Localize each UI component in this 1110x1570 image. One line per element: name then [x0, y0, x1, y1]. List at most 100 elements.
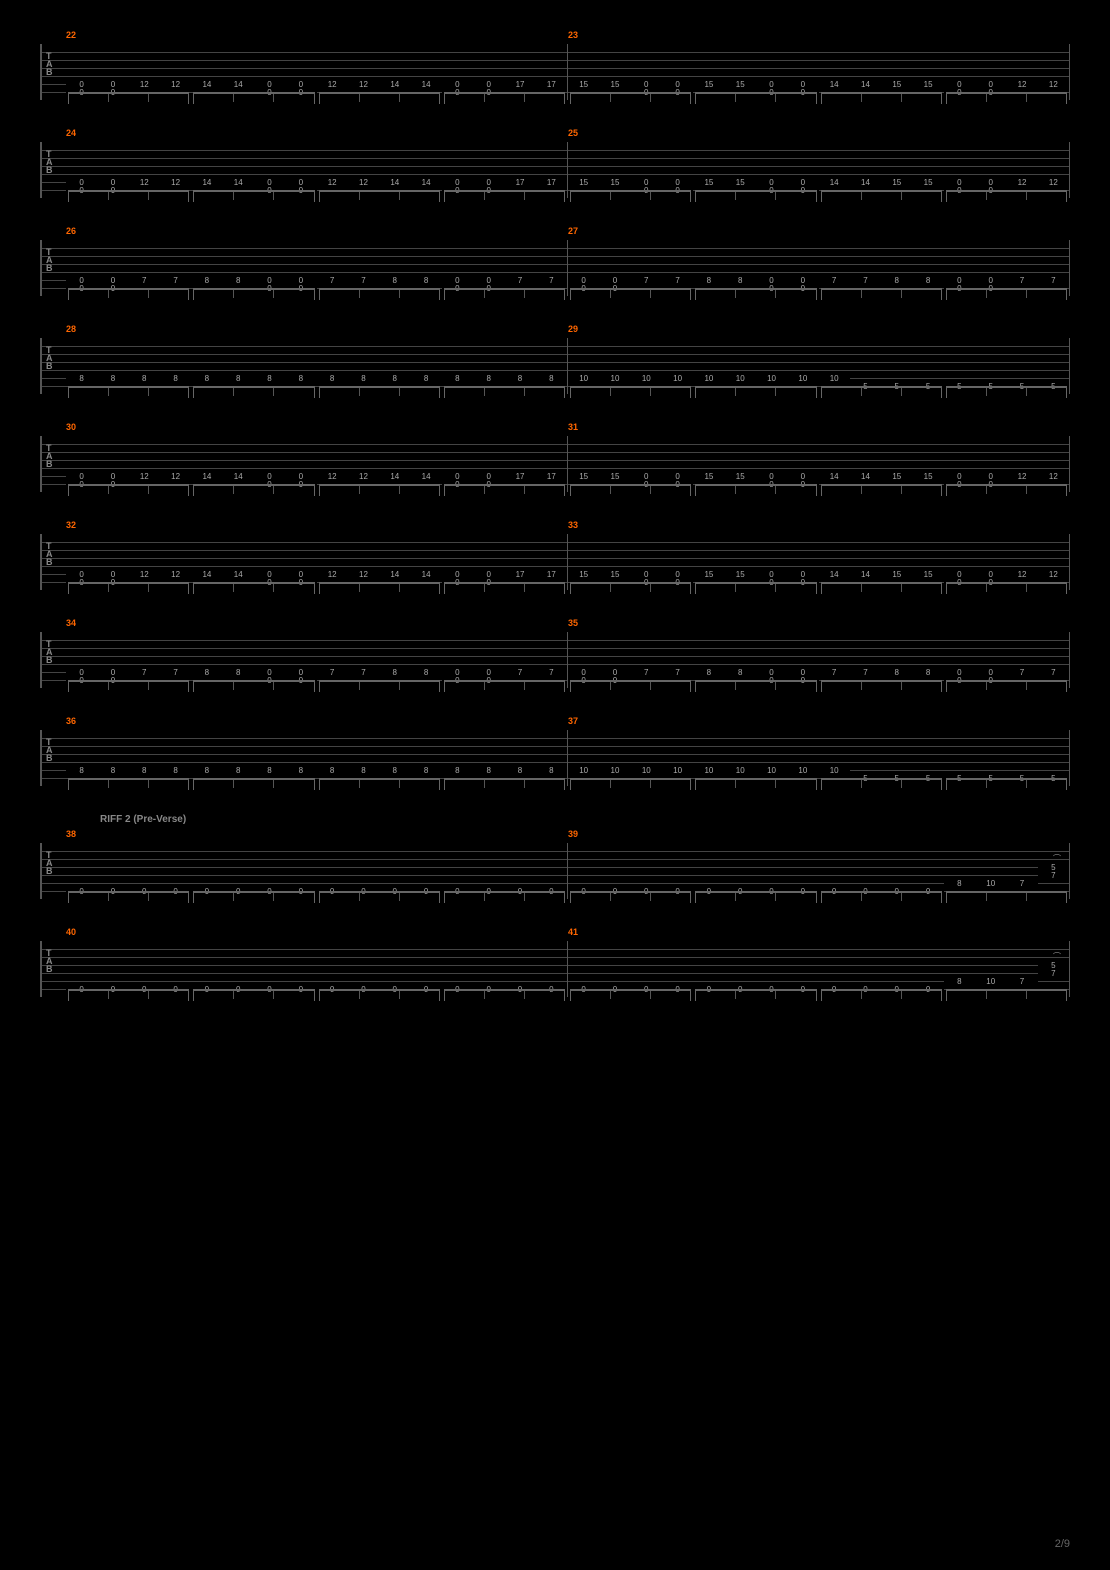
- bar-number: 40: [66, 927, 568, 939]
- beam-group: [946, 680, 1067, 694]
- bar-numbers-row: 2627: [40, 226, 1070, 238]
- beam-group: [821, 386, 942, 400]
- section-label: RIFF 2 (Pre-Verse): [100, 814, 1070, 825]
- beam-group: [821, 484, 942, 498]
- beam-group: [68, 989, 189, 1003]
- tab-clef: TAB: [46, 640, 53, 664]
- beam-row: [66, 680, 567, 694]
- beam-group: [821, 891, 942, 905]
- beam-group: [695, 484, 816, 498]
- beam-row: [568, 190, 1069, 204]
- bar-number: 37: [568, 716, 1070, 728]
- beam-group: [570, 582, 691, 596]
- bar-numbers-row: 3233: [40, 520, 1070, 532]
- tab-staff: TAB8888888888888888101010101010101010555…: [40, 730, 1070, 786]
- bar-number: 35: [568, 618, 1070, 630]
- tab-clef: TAB: [46, 851, 53, 875]
- bar-number: 22: [66, 30, 568, 42]
- tab-system: 2627 TAB007788007788007700000000778800778…: [40, 226, 1070, 296]
- beam-group: [444, 778, 565, 792]
- beam-group: [319, 891, 440, 905]
- bar-numbers-row: 2223: [40, 30, 1070, 42]
- measures-container: 0012121414001212141400171700000015150015…: [66, 534, 1070, 590]
- systems-container: 2223TAB001212141400121214140017170000001…: [40, 30, 1070, 997]
- bar-numbers-row: 2425: [40, 128, 1070, 140]
- beam-group: [946, 582, 1067, 596]
- beam-group: [570, 190, 691, 204]
- tab-system: 3233 TAB001212141400121214140017170000001…: [40, 520, 1070, 590]
- tab-staff: TAB0000000000000000578107000000000000⌒: [40, 941, 1070, 997]
- beam-group: [319, 190, 440, 204]
- beam-group: [444, 92, 565, 106]
- measure: 00121214140012121414001717000000: [66, 44, 568, 100]
- tab-clef: TAB: [46, 444, 53, 468]
- beam-row: [568, 989, 1069, 1003]
- bar-number: 31: [568, 422, 1070, 434]
- measures-container: 0012121414001212141400171700000015150015…: [66, 436, 1070, 492]
- bar-numbers-row: 3839: [40, 829, 1070, 841]
- beam-row: [568, 484, 1069, 498]
- tab-clef: TAB: [46, 949, 53, 973]
- page-number: 2/9: [1055, 1538, 1070, 1550]
- beam-row: [568, 288, 1069, 302]
- beam-group: [319, 989, 440, 1003]
- bar-numbers-row: 3435: [40, 618, 1070, 630]
- beam-group: [193, 778, 314, 792]
- bar-numbers-row: 3637: [40, 716, 1070, 728]
- beam-group: [570, 989, 691, 1003]
- bar-number: 36: [66, 716, 568, 728]
- beam-group: [821, 582, 942, 596]
- measure: 1010101010101010105555555: [568, 338, 1070, 394]
- beam-group: [695, 989, 816, 1003]
- measure: 1010101010101010105555555: [568, 730, 1070, 786]
- tab-system: 4041TAB000000000000000057810700000000000…: [40, 927, 1070, 997]
- beam-group: [695, 288, 816, 302]
- beam-group: [68, 778, 189, 792]
- tab-system: 3435TAB007788007788007700000000778800778…: [40, 618, 1070, 688]
- beam-row: [66, 484, 567, 498]
- beam-group: [193, 582, 314, 596]
- beam-group: [68, 582, 189, 596]
- measures-container: 8888888888888888101010101010101010555555…: [66, 730, 1070, 786]
- beam-group: [570, 778, 691, 792]
- bar-number: 26: [66, 226, 568, 238]
- beam-group: [319, 386, 440, 400]
- beam-group: [570, 92, 691, 106]
- beam-group: [946, 989, 1067, 1003]
- beam-group: [570, 386, 691, 400]
- beam-group: [946, 190, 1067, 204]
- measure: 578107000000000000⌒: [568, 843, 1070, 899]
- beam-group: [444, 190, 565, 204]
- tab-staff: TAB0077880077880077000000007788007788007…: [40, 240, 1070, 296]
- measure: 0077880077880077000000: [66, 240, 568, 296]
- beam-group: [946, 891, 1067, 905]
- beam-group: [193, 680, 314, 694]
- beam-row: [66, 582, 567, 596]
- measure: 15150015150014141515001212000000: [568, 436, 1070, 492]
- bar-number: 32: [66, 520, 568, 532]
- tab-clef: TAB: [46, 150, 53, 174]
- beam-group: [444, 680, 565, 694]
- beam-group: [319, 778, 440, 792]
- measures-container: 0077880077880077000000007788007788007700…: [66, 240, 1070, 296]
- beam-group: [444, 989, 565, 1003]
- tab-system: 3031TAB001212141400121214140017170000001…: [40, 422, 1070, 492]
- beam-group: [821, 778, 942, 792]
- beam-group: [319, 680, 440, 694]
- beam-row: [568, 386, 1069, 400]
- beam-group: [821, 680, 942, 694]
- bar-number: 39: [568, 829, 1070, 841]
- tab-system: 2829TAB888888888888888810101010101010101…: [40, 324, 1070, 394]
- measure: 0077880077880077000000: [568, 240, 1070, 296]
- beam-group: [946, 92, 1067, 106]
- bar-number: 33: [568, 520, 1070, 532]
- beam-group: [193, 386, 314, 400]
- beam-group: [570, 288, 691, 302]
- bar-number: 28: [66, 324, 568, 336]
- beam-group: [946, 288, 1067, 302]
- tab-staff: TAB0012121414001212141400171700000015150…: [40, 534, 1070, 590]
- tab-staff: TAB0012121414001212141400171700000015150…: [40, 44, 1070, 100]
- beam-group: [68, 190, 189, 204]
- tie-mark: ⌒: [1053, 853, 1061, 864]
- tab-system: 3637 TAB888888888888888810101010101010101…: [40, 716, 1070, 786]
